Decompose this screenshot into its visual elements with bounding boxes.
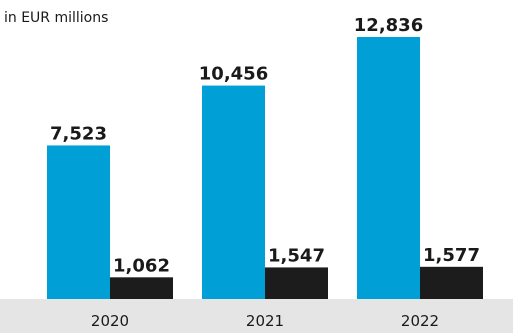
bar-2021-series-1 xyxy=(202,85,265,299)
data-label-2022-series-1: 12,836 xyxy=(354,15,423,36)
data-label-2021-series-2: 1,547 xyxy=(268,245,325,266)
data-label-2020-series-2: 1,062 xyxy=(113,255,170,276)
bar-2020-series-1 xyxy=(47,145,110,299)
bar-2022-series-1 xyxy=(357,37,420,299)
bar-2020-series-2 xyxy=(110,277,173,299)
bar-2021-series-2 xyxy=(265,267,328,299)
x-axis-band xyxy=(0,299,513,333)
bar-2022-series-2 xyxy=(420,266,483,299)
x-axis-ticks: 2020 2021 2022 xyxy=(91,312,439,330)
data-label-2021-series-1: 10,456 xyxy=(199,64,268,85)
x-tick-label-2022: 2022 xyxy=(401,312,439,330)
data-label-2020-series-1: 7,523 xyxy=(50,123,107,144)
bars xyxy=(47,37,483,299)
x-tick-label-2021: 2021 xyxy=(246,312,284,330)
data-labels: 7,523 1,062 10,456 1,547 12,836 1,577 xyxy=(50,15,480,276)
unit-label: in EUR millions xyxy=(4,10,108,26)
x-tick-label-2020: 2020 xyxy=(91,312,129,330)
data-label-2022-series-2: 1,577 xyxy=(423,245,480,266)
